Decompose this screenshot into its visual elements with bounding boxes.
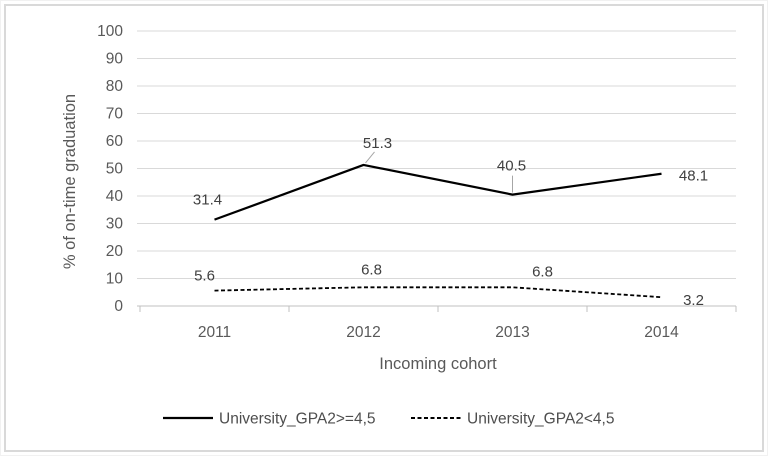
data-label: 31.4 xyxy=(193,192,222,209)
y-tick-label: 30 xyxy=(106,216,124,233)
y-tick-label: 60 xyxy=(106,133,124,150)
y-tick-label: 70 xyxy=(106,106,124,123)
x-axis-title: Incoming cohort xyxy=(379,355,497,373)
y-tick-label: 100 xyxy=(97,23,123,40)
y-tick-label: 90 xyxy=(106,51,124,68)
x-tick-label: 2011 xyxy=(198,324,231,341)
leader-line xyxy=(365,151,375,164)
data-label: 5.6 xyxy=(194,268,215,285)
x-tick-label: 2013 xyxy=(495,324,529,341)
y-tick-label: 0 xyxy=(114,298,123,315)
data-label: 48.1 xyxy=(679,168,708,185)
y-tick-label: 50 xyxy=(106,161,124,178)
y-tick-label: 10 xyxy=(106,271,124,288)
data-label: 6.8 xyxy=(361,261,382,278)
y-tick-label: 80 xyxy=(106,78,124,95)
y-tick-label: 40 xyxy=(106,188,124,205)
legend-label: University_GPA2<4,5 xyxy=(467,411,614,428)
data-label: 6.8 xyxy=(532,263,553,280)
x-tick-label: 2012 xyxy=(346,324,380,341)
data-label: 51.3 xyxy=(363,135,392,152)
y-axis-title: % of on-time graduation xyxy=(61,94,79,269)
data-label: 3.2 xyxy=(683,292,704,309)
y-tick-label: 20 xyxy=(106,243,124,260)
chart-frame xyxy=(4,4,764,452)
series-line-0 xyxy=(214,163,662,221)
legend-label: University_GPA2>=4,5 xyxy=(219,411,376,428)
data-label: 40.5 xyxy=(497,158,526,175)
series-line-1 xyxy=(214,286,662,299)
x-tick-label: 2014 xyxy=(644,324,679,341)
